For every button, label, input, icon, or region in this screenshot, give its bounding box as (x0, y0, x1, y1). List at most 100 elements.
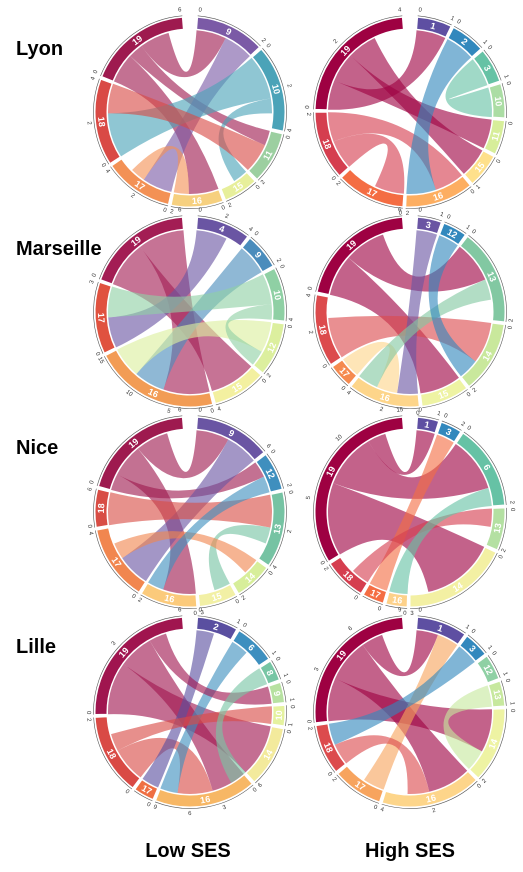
tick-label: 1 (481, 39, 488, 46)
tick-label: 0 (265, 43, 272, 50)
tick-label: 0 (305, 105, 311, 109)
tick-label: 0 (340, 385, 347, 392)
sector-label-12: 12 (482, 663, 496, 677)
sector-label-12: 12 (265, 341, 278, 354)
sector-axis-15 (199, 596, 238, 609)
tick-label: 0 (235, 598, 241, 605)
sector-arc-3 (459, 635, 486, 662)
sector-axis-1 (417, 415, 440, 421)
sector-label-11: 11 (261, 149, 274, 162)
chord-link-6-16 (160, 641, 247, 794)
tick-label: 15 (96, 356, 105, 365)
tick-label: 1 (288, 698, 294, 703)
sector-label-13: 13 (492, 522, 504, 534)
tick-label: 0 (305, 720, 311, 725)
chord-link-18-17 (333, 133, 405, 194)
tick-label: 4 (380, 807, 385, 814)
sector-label-9: 9 (224, 26, 233, 37)
sector-axis-12 (487, 655, 501, 679)
sector-arc-17 (110, 158, 172, 206)
sector-label-10: 10 (270, 83, 282, 95)
sector-axis-11 (496, 120, 507, 155)
sector-arc-15 (420, 377, 468, 407)
sector-label-18: 18 (317, 324, 329, 336)
tick-label: 0 (496, 158, 503, 164)
sector-arc-14 (460, 322, 505, 388)
sector-axis-15 (226, 182, 257, 202)
sector-label-16: 16 (432, 190, 445, 203)
tick-label: 0 (505, 81, 512, 87)
tick-label: 0 (418, 207, 423, 213)
sector-axis-12 (263, 324, 287, 375)
tick-label: 0 (470, 229, 477, 236)
chord-link-17-14 (114, 531, 257, 573)
tick-label: 1 (436, 411, 442, 418)
sector-label-15: 15 (437, 388, 450, 401)
sector-axis-18 (93, 717, 133, 790)
sector-label-1: 1 (424, 419, 431, 430)
sector-arc-19 (99, 216, 184, 285)
tick-label: 0 (124, 789, 131, 796)
chord-link-19-6 (333, 441, 489, 499)
sector-label-18: 18 (96, 503, 106, 513)
chord-link-19-1 (368, 430, 435, 475)
tick-label: 0 (261, 378, 268, 385)
sector-arc-19 (314, 416, 404, 562)
tick-label: 0 (287, 490, 294, 495)
chord-link-12-14 (428, 235, 476, 377)
tick-label: 6 (265, 443, 272, 450)
sector-arc-18 (94, 716, 141, 789)
tick-label: 0 (241, 622, 248, 629)
sector-axis-9 (281, 681, 287, 703)
tick-label: 9 (152, 804, 158, 811)
chord-link-18-14 (328, 315, 492, 362)
chord-link-8-14 (215, 668, 268, 783)
tick-label: 1 (439, 212, 445, 219)
sector-axis-1 (417, 15, 452, 26)
sector-axis-8 (271, 660, 282, 680)
sector-axis-15 (473, 157, 496, 185)
tick-label: 2 (379, 407, 385, 414)
tick-label: 4 (272, 564, 279, 571)
sector-arc-13 (487, 680, 506, 708)
sector-arc-16 (350, 376, 420, 408)
tick-label: 0 (470, 188, 477, 195)
sector-label-16: 16 (147, 386, 160, 399)
sector-axis-17 (93, 281, 104, 354)
tick-label: 2 (285, 483, 292, 488)
tick-label: 0 (318, 560, 325, 566)
tick-label: 0 (198, 607, 203, 613)
tick-label: 2 (432, 808, 437, 815)
tick-label: 2 (227, 202, 233, 209)
sector-arc-12 (476, 655, 500, 684)
sector-label-13: 13 (485, 270, 498, 283)
sector-label-19: 19 (130, 33, 144, 47)
tick-label: 2 (472, 387, 479, 394)
sector-axis-4 (197, 215, 249, 236)
tick-label: 0 (446, 214, 452, 221)
sector-label-14: 14 (451, 580, 465, 594)
tick-label: 4 (306, 293, 313, 298)
tick-label: 0 (274, 656, 281, 663)
sector-arc-19 (97, 416, 184, 491)
sector-axis-17 (330, 367, 349, 387)
tick-label: 0 (398, 210, 403, 216)
sector-arc-15 (211, 366, 262, 405)
chord-link-18-11 (108, 83, 265, 171)
tick-label: 0 (466, 425, 473, 432)
tick-label: 1 (465, 224, 472, 231)
sector-axis-19 (98, 215, 183, 280)
chord-link-18-10 (111, 706, 272, 751)
sector-axis-3 (417, 215, 442, 222)
tick-label: 0 (86, 524, 93, 529)
sector-arc-1 (416, 616, 466, 645)
sector-arc-19 (316, 216, 404, 296)
tick-label: 0 (146, 802, 152, 809)
tick-label: 0 (330, 176, 337, 183)
tick-label: 1 (235, 619, 241, 626)
sector-label-9: 9 (272, 690, 283, 697)
tick-label: 2 (501, 547, 508, 553)
sector-label-8: 8 (264, 668, 275, 677)
